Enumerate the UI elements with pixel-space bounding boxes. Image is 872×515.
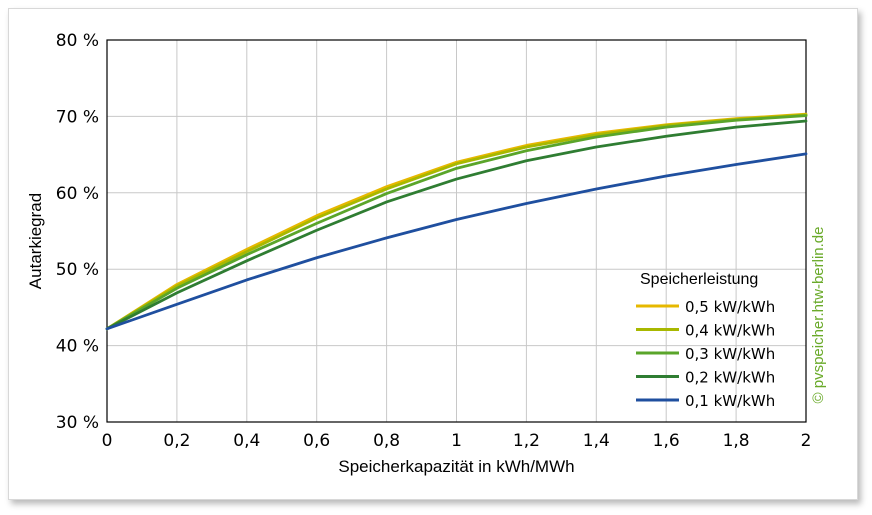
legend-entry-label: 0,1 kW/kWh	[685, 392, 775, 410]
legend-title: Speicherleistung	[640, 271, 758, 288]
y-tick-label: 80 %	[56, 31, 99, 51]
x-tick-label: 0	[102, 431, 113, 451]
x-tick-label: 1	[451, 431, 462, 451]
legend-entry-label: 0,3 kW/kWh	[685, 345, 775, 363]
x-tick-label: 1,2	[513, 431, 540, 451]
grid	[107, 40, 806, 422]
x-tick-label: 0,2	[163, 431, 190, 451]
x-tick-label: 0,8	[373, 431, 400, 451]
series-lines	[105, 112, 808, 331]
x-tick-label: 0,6	[303, 431, 330, 451]
y-axis-label: Autarkiegrad	[26, 193, 45, 289]
series-line	[105, 152, 808, 331]
x-axis-label: Speicherkapazität in kWh/MWh	[338, 457, 574, 476]
y-tick-labels: 30 % 40 % 50 % 60 % 70 % 80 %	[56, 31, 99, 433]
plot-frame	[106, 39, 807, 423]
legend-entry-label: 0,5 kW/kWh	[685, 298, 775, 316]
chart-card	[8, 8, 858, 500]
x-tick-label: 1,4	[583, 431, 610, 451]
legend: Speicherleistung 0,5 kW/kWh 0,4 kW/kWh 0,3…	[636, 271, 775, 410]
x-tick-label: 2	[801, 431, 812, 451]
y-tick-label: 70 %	[56, 107, 99, 127]
x-tick-label: 1,6	[653, 431, 680, 451]
legend-entry-label: 0,4 kW/kWh	[685, 322, 775, 340]
y-tick-label: 60 %	[56, 184, 99, 204]
legend-entry-label: 0,2 kW/kWh	[685, 369, 775, 387]
y-tick-label: 50 %	[56, 260, 99, 280]
x-tick-label: 1,8	[723, 431, 750, 451]
x-tick-label: 0,4	[233, 431, 260, 451]
x-tick-labels: 0 0,2 0,4 0,6 0,8 1 1,2 1,4 1,6 1,8 2	[102, 431, 812, 451]
y-tick-label: 40 %	[56, 337, 99, 357]
y-tick-label: 30 %	[56, 413, 99, 433]
series-line	[105, 114, 808, 331]
credit-text: © pvspeicher.htw-berlin.de	[810, 227, 827, 404]
series-line	[105, 119, 808, 331]
